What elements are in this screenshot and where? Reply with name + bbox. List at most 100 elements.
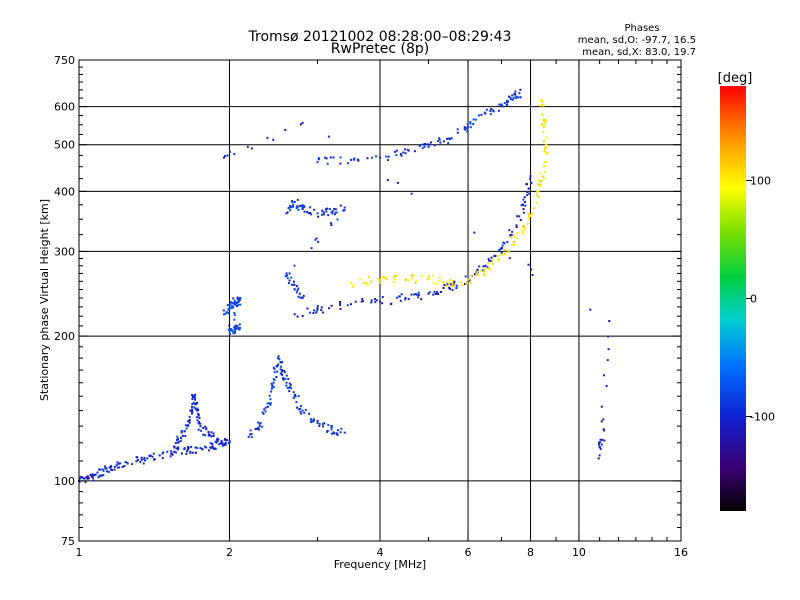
data-point <box>544 145 547 148</box>
data-point <box>116 461 119 464</box>
data-point <box>297 395 300 398</box>
data-point <box>545 161 547 164</box>
data-point <box>272 386 275 389</box>
data-point <box>290 387 293 390</box>
data-point <box>208 433 210 436</box>
data-point <box>317 215 320 218</box>
data-point <box>301 204 304 207</box>
data-point <box>310 418 313 420</box>
data-point <box>536 191 539 194</box>
data-point <box>219 442 222 445</box>
data-point <box>537 190 540 193</box>
data-point <box>514 93 517 95</box>
data-point <box>440 291 442 293</box>
data-point <box>285 384 288 387</box>
phase-heading: Phases <box>624 23 659 34</box>
data-point <box>199 422 202 425</box>
data-point <box>316 161 319 164</box>
phase-o-stats: mean, sd,O: -97.7, 16.5 <box>578 35 696 46</box>
data-point <box>314 238 317 241</box>
data-point <box>266 402 269 405</box>
data-point <box>192 401 195 404</box>
data-point <box>310 419 313 422</box>
data-point <box>508 229 511 232</box>
data-point <box>339 302 342 304</box>
data-point <box>599 447 602 450</box>
data-point <box>315 237 318 240</box>
data-point <box>228 150 231 153</box>
data-point <box>330 304 333 307</box>
data-point <box>516 96 519 99</box>
data-points <box>78 88 611 484</box>
data-point <box>284 275 287 278</box>
data-point <box>326 207 329 210</box>
data-point <box>79 475 82 478</box>
data-point <box>598 445 601 448</box>
data-point <box>599 441 602 444</box>
data-point <box>239 303 242 306</box>
data-point <box>370 301 373 304</box>
data-point <box>238 323 241 326</box>
data-point <box>233 299 236 302</box>
data-point <box>530 182 533 184</box>
data-point <box>466 123 469 126</box>
data-point <box>343 431 346 434</box>
data-point <box>483 274 486 277</box>
data-point <box>272 366 275 369</box>
data-point <box>432 281 435 284</box>
data-point <box>166 450 169 453</box>
data-point <box>362 282 365 284</box>
data-point <box>287 207 290 209</box>
data-point <box>542 120 545 122</box>
data-point <box>249 433 252 436</box>
data-point <box>598 441 600 444</box>
data-point <box>318 425 321 427</box>
data-point <box>292 391 295 394</box>
data-point <box>78 477 81 480</box>
data-point <box>514 90 517 93</box>
data-point <box>436 140 439 143</box>
data-point <box>394 274 397 277</box>
data-point <box>317 158 320 161</box>
data-point <box>522 211 525 214</box>
data-point <box>423 145 426 148</box>
data-point <box>149 454 152 457</box>
data-point <box>232 332 235 335</box>
data-point <box>291 201 294 204</box>
data-point <box>437 292 440 295</box>
data-point <box>387 155 390 158</box>
data-point <box>211 446 214 449</box>
data-point <box>281 361 284 364</box>
data-point <box>308 311 311 314</box>
y-axis-ticks: 75 100 200 300 400 500 600 750 <box>54 54 681 548</box>
data-point <box>230 306 233 309</box>
data-point <box>258 422 261 425</box>
data-point <box>299 123 302 126</box>
data-point <box>304 408 307 411</box>
data-point <box>280 365 283 368</box>
data-point <box>113 465 116 468</box>
data-point <box>602 428 605 431</box>
data-point <box>303 411 306 414</box>
data-point <box>453 280 456 283</box>
data-point <box>498 103 501 106</box>
data-point <box>436 291 439 293</box>
data-point <box>488 259 491 262</box>
data-point <box>194 398 196 401</box>
data-point <box>511 94 514 97</box>
data-point <box>162 451 165 454</box>
data-point <box>427 145 430 148</box>
data-point <box>296 315 299 318</box>
x-tick-label: 1 <box>76 546 83 559</box>
colorbar-label: [deg] <box>718 71 753 86</box>
data-point <box>277 363 280 366</box>
data-point <box>489 260 492 262</box>
data-point <box>463 126 466 129</box>
data-point <box>442 287 445 289</box>
data-point <box>518 92 521 95</box>
data-point <box>543 164 546 167</box>
data-point <box>296 406 299 409</box>
data-point <box>350 281 352 284</box>
data-point <box>316 304 319 307</box>
data-point <box>297 208 300 211</box>
